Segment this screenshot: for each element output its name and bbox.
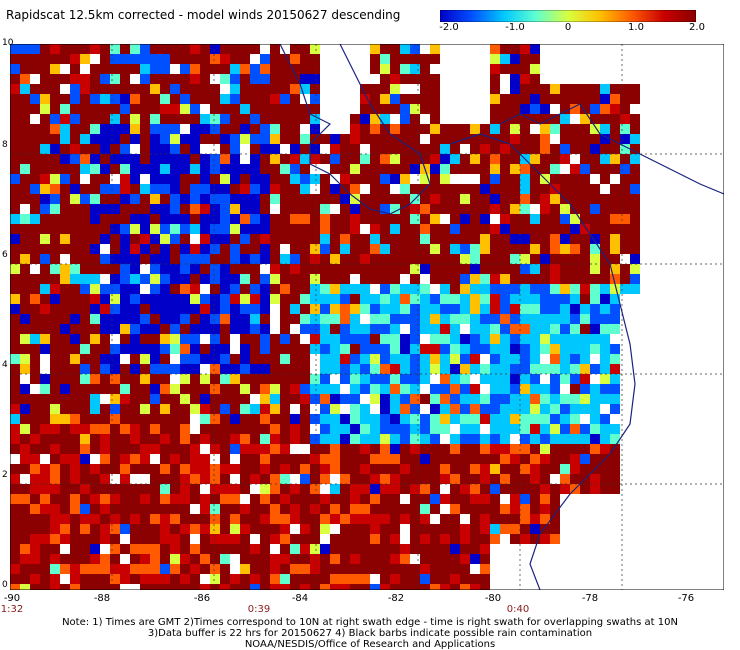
colorbar-label: 1.0 [628, 22, 644, 33]
chart-title: Rapidscat 12.5km corrected - model winds… [6, 8, 401, 22]
swath-time-label: 1:32 [0, 604, 24, 615]
coastline [449, 133, 636, 590]
coastline [499, 103, 724, 195]
x-tick-label: -90 [3, 593, 21, 604]
colorbar-label: -2.0 [439, 22, 459, 33]
footnote: Note: 1) Times are GMT 2)Times correspon… [62, 617, 678, 628]
swath-time-label: 0:39 [247, 604, 271, 615]
y-tick-label: 10 [2, 38, 14, 48]
wind-difference-map [10, 44, 724, 590]
x-tick-label: -78 [581, 593, 599, 604]
x-tick-label: -88 [93, 593, 111, 604]
colorbar [440, 10, 696, 22]
y-tick-label: 6 [2, 250, 8, 260]
swath-time-label: 0:40 [506, 604, 530, 615]
x-tick-label: -80 [484, 593, 502, 604]
x-tick-label: -76 [677, 593, 695, 604]
y-tick-label: 4 [2, 360, 8, 370]
gridlines [10, 44, 724, 590]
data-cells [10, 44, 640, 590]
credit: NOAA/NESDIS/Office of Research and Appli… [244, 639, 496, 650]
y-tick-label: 0 [2, 580, 8, 590]
y-tick-label: 2 [2, 470, 8, 480]
x-tick-label: -82 [387, 593, 405, 604]
colorbar-label: -1.0 [505, 22, 525, 33]
footnote: 3)Data buffer is 22 hrs for 20150627 4) … [147, 628, 593, 639]
colorbar-label: 0 [564, 22, 572, 33]
x-tick-label: -84 [291, 593, 309, 604]
x-tick-label: -86 [193, 593, 211, 604]
colorbar-label: 2.0 [689, 22, 705, 33]
coastline [279, 44, 431, 215]
y-tick-label: 8 [2, 140, 8, 150]
